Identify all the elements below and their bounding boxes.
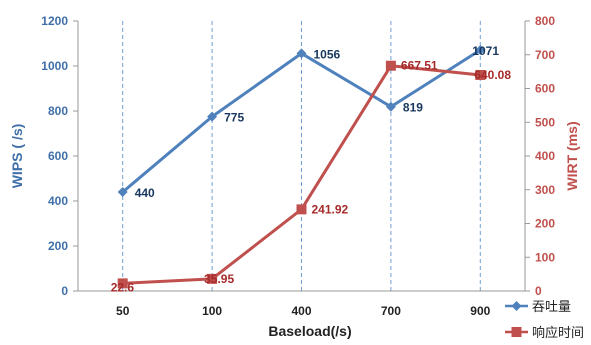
right-axis-ticks: 0 100 200 300 400 500 600 700 800 <box>525 14 555 298</box>
data-label-series-2-50: 22.6 <box>111 280 135 294</box>
y-left-tick-label-600: 600 <box>48 149 68 163</box>
y-right-tick-label-400: 400 <box>535 149 555 163</box>
point-series-2-100 <box>207 273 218 284</box>
point-series-1-50 <box>117 187 128 197</box>
data-label-series-1-400: 1056 <box>314 47 341 61</box>
point-series-1-400 <box>296 48 307 59</box>
x-tick-label-50: 50 <box>116 304 130 318</box>
x-axis-ticks: 50 100 400 700 900 <box>116 304 491 318</box>
point-series-2-900 <box>475 69 486 80</box>
x-tick-label-700: 700 <box>381 304 401 318</box>
y-left-tick-label-800: 800 <box>48 104 68 118</box>
y-right-tick-label-300: 300 <box>535 183 555 197</box>
data-label-series-2-900: 640.08 <box>474 68 511 82</box>
left-axis-ticks: 0 200 400 600 800 1000 1200 <box>41 14 78 298</box>
x-tick-label-400: 400 <box>291 304 311 318</box>
y-left-tick-label-0: 0 <box>61 284 68 298</box>
y-right-tick-label-500: 500 <box>535 115 555 129</box>
y-right-tick-label-100: 100 <box>535 250 555 264</box>
y-left-tick-label-1000: 1000 <box>41 59 68 73</box>
y-right-tick-label-600: 600 <box>535 82 555 96</box>
y-left-tick-label-400: 400 <box>48 194 68 208</box>
point-series-1-100 <box>207 111 218 122</box>
legend: 吞吐量 响应时间 <box>505 299 584 340</box>
x-tick-label-900: 900 <box>470 304 490 318</box>
legend-label-series-2: 响应时间 <box>532 325 584 340</box>
y-axis-right-title: WIRT (ms) <box>564 121 580 190</box>
legend-marker-diamond <box>511 301 522 311</box>
legend-marker-square <box>511 327 522 337</box>
y-right-tick-label-0: 0 <box>535 284 542 298</box>
x-tick-label-100: 100 <box>202 304 222 318</box>
legend-label-series-1: 吞吐量 <box>532 299 571 314</box>
data-labels: 440 775 1056 819 1071 22.6 35.95 241.92 667.51 64… <box>111 44 512 294</box>
data-label-series-2-400: 241.92 <box>312 202 349 216</box>
point-series-2-700 <box>385 60 396 71</box>
y-right-tick-label-800: 800 <box>535 14 555 28</box>
data-label-series-1-700: 819 <box>403 101 423 115</box>
data-label-series-2-100: 35.95 <box>204 272 234 286</box>
data-label-series-2-700: 667.51 <box>401 59 438 73</box>
series-group <box>117 45 486 289</box>
y-left-tick-label-1200: 1200 <box>41 14 68 28</box>
point-series-2-50 <box>117 278 128 289</box>
y-axis-left-title: WIPS ( /s) <box>9 124 25 189</box>
y-left-tick-label-200: 200 <box>48 239 68 253</box>
point-series-2-400 <box>296 204 307 215</box>
y-right-tick-label-200: 200 <box>535 217 555 231</box>
data-label-series-1-50: 440 <box>135 186 155 200</box>
data-label-series-1-900: 1071 <box>472 44 499 58</box>
x-axis-title: Baseload(/s) <box>268 323 351 339</box>
point-series-1-900 <box>475 45 486 56</box>
legend-item-series-2: 响应时间 <box>505 325 584 340</box>
data-label-series-1-100: 775 <box>224 111 244 125</box>
legend-item-series-1: 吞吐量 <box>505 299 571 314</box>
point-series-1-700 <box>385 101 396 112</box>
y-right-tick-label-700: 700 <box>535 48 555 62</box>
